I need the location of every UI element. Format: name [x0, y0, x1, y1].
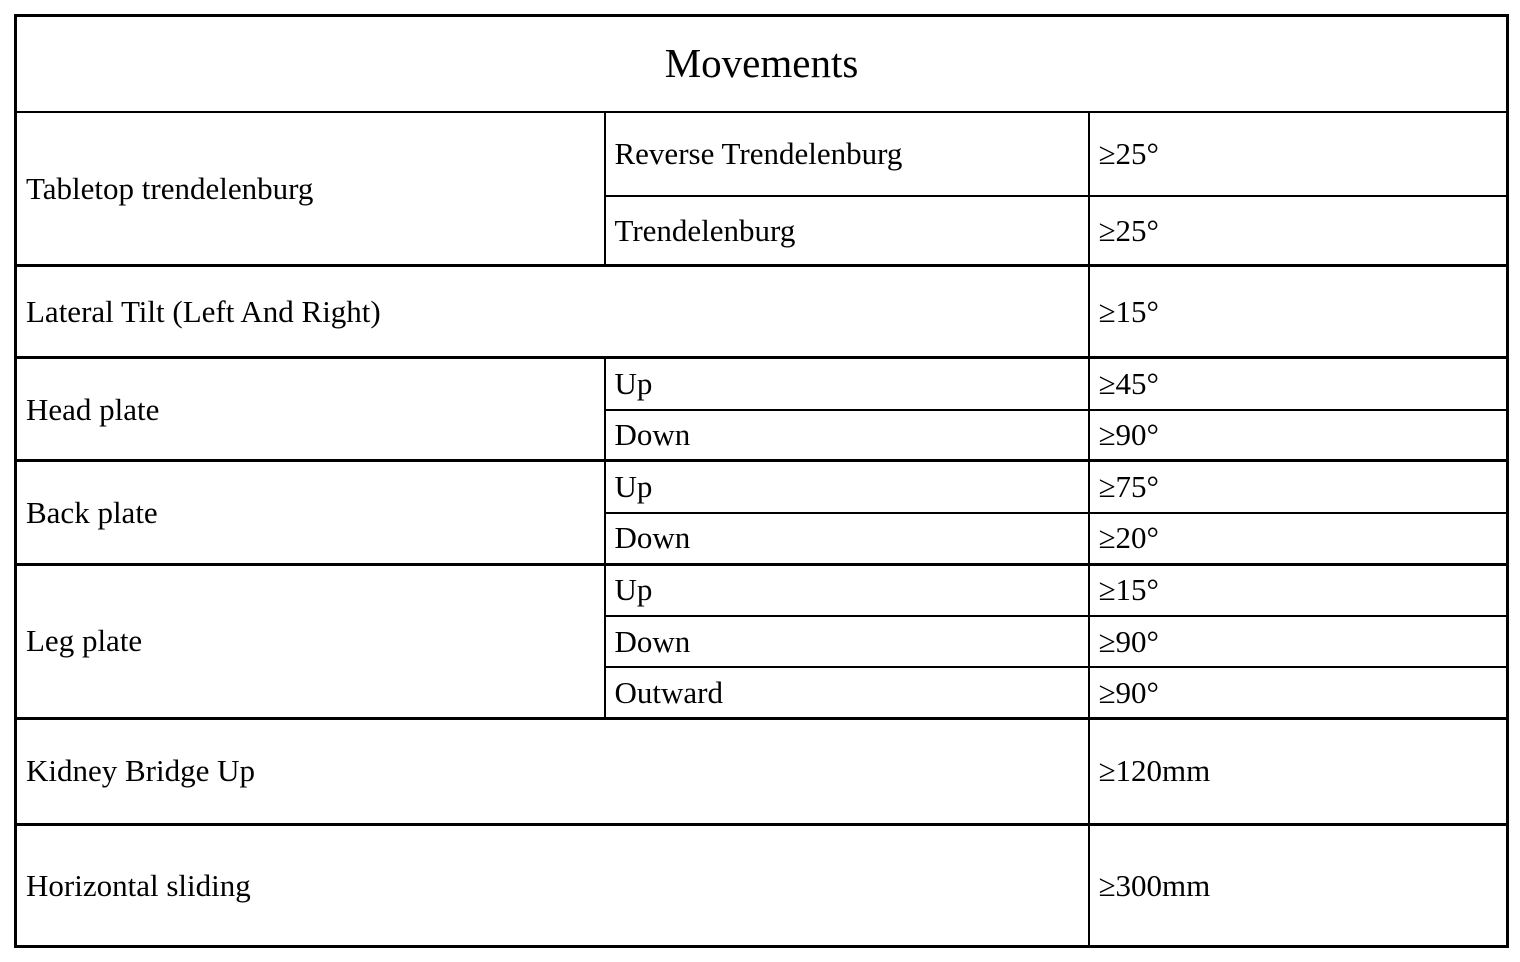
table-row: Outward ≥90°	[16, 666, 1509, 720]
cell-kidney-bridge-label: Kidney Bridge Up	[14, 716, 1090, 826]
cell-back-down: Down	[603, 511, 1090, 566]
table-row: Lateral Tilt (Left And Right) ≥15°	[14, 264, 1509, 359]
table-row: Down ≥90°	[16, 615, 1509, 669]
cell-back-up: Up	[603, 459, 1090, 514]
cell-trendelenburg: Trendelenburg	[603, 194, 1090, 267]
table-row: Leg plate Up ≥15°	[14, 562, 1509, 720]
cell-leg-down-value: ≥90°	[1087, 615, 1509, 669]
table-row-title: Movements	[14, 14, 1509, 113]
table-row: Down ≥90°	[16, 408, 1509, 462]
table-row: Tabletop trendelenburg Reverse Trendelen…	[14, 110, 1509, 267]
cell-leg-up: Up	[603, 562, 1090, 618]
cell-head-up-value: ≥45°	[1087, 356, 1509, 411]
cell-head-plate-label: Head plate	[14, 356, 606, 462]
cell-lateral-tilt-label: Lateral Tilt (Left And Right)	[14, 264, 1090, 359]
cell-horizontal-sliding-label: Horizontal sliding	[14, 822, 1090, 948]
cell-lateral-tilt-value: ≥15°	[1087, 264, 1509, 359]
cell-leg-outward-value: ≥90°	[1087, 666, 1509, 720]
table-title: Movements	[14, 14, 1509, 113]
cell-kidney-bridge-value: ≥120mm	[1087, 716, 1509, 826]
cell-leg-up-value: ≥15°	[1087, 562, 1509, 618]
cell-leg-down: Down	[603, 615, 1090, 669]
cell-reverse-trendelenburg: Reverse Trendelenburg	[603, 110, 1090, 197]
cell-tabletop-trendelenburg-label: Tabletop trendelenburg	[14, 110, 606, 267]
cell-leg-plate-label: Leg plate	[14, 562, 606, 720]
cell-trendelenburg-value: ≥25°	[1087, 194, 1509, 267]
cell-back-down-value: ≥20°	[1087, 511, 1509, 566]
cell-back-plate-label: Back plate	[14, 459, 606, 566]
cell-back-up-value: ≥75°	[1087, 459, 1509, 514]
cell-head-up: Up	[603, 356, 1090, 411]
table-row: Head plate Up ≥45°	[14, 356, 1509, 462]
cell-horizontal-sliding-value: ≥300mm	[1087, 822, 1509, 948]
table-row: Horizontal sliding ≥300mm	[14, 822, 1509, 948]
table-row: Back plate Up ≥75°	[14, 459, 1509, 566]
table-row: Down ≥20°	[16, 511, 1509, 566]
table-row: Trendelenburg ≥25°	[16, 194, 1509, 267]
cell-head-down: Down	[603, 408, 1090, 462]
cell-reverse-trendelenburg-value: ≥25°	[1087, 110, 1509, 197]
movements-table: Movements Tabletop trendelenburg Reverse…	[14, 14, 1509, 948]
table-row: Kidney Bridge Up ≥120mm	[14, 716, 1509, 826]
cell-leg-outward: Outward	[603, 666, 1090, 720]
cell-head-down-value: ≥90°	[1087, 408, 1509, 462]
